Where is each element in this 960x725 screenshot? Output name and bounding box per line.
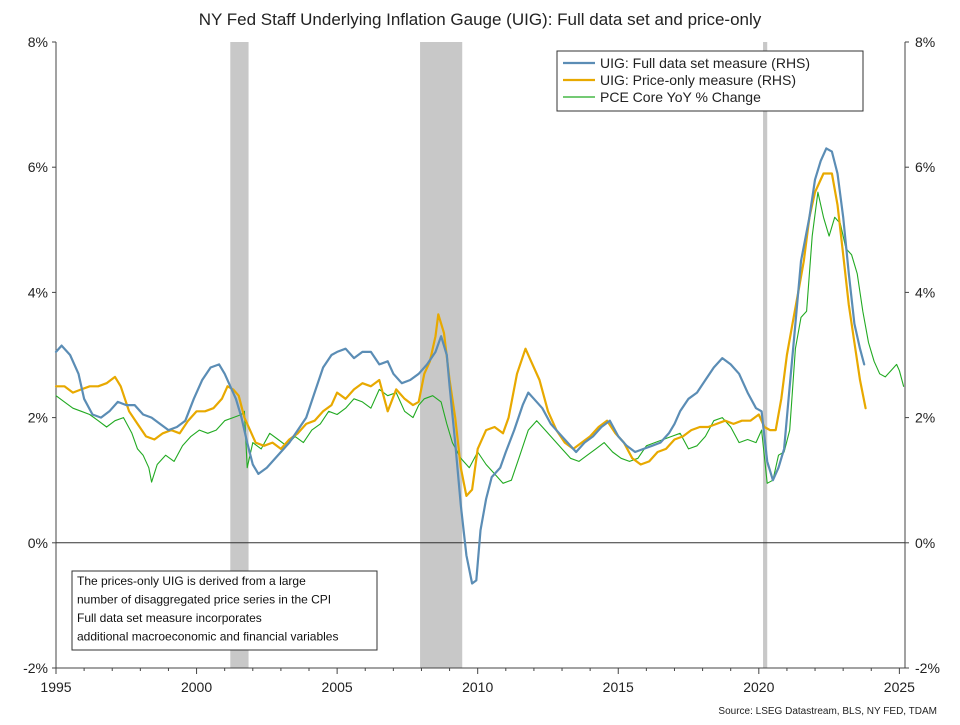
tick-labels: -2% -2% 0% 0% 2% 2% 4% 4% 6% 6% 8% 8% 1995 2000 2005 20… bbox=[23, 34, 940, 695]
annotation-line: The prices-only UIG is derived from a la… bbox=[77, 574, 306, 588]
y-tick-label-right: 4% bbox=[915, 284, 935, 300]
y-tick-label-left: 0% bbox=[28, 535, 48, 551]
legend-entry: PCE Core YoY % Change bbox=[600, 89, 761, 105]
annotation-box: The prices-only UIG is derived from a la… bbox=[71, 570, 378, 651]
legend-box bbox=[556, 50, 864, 112]
legend-entry: UIG: Full data set measure (RHS) bbox=[600, 55, 810, 71]
y-tick-label-left: 4% bbox=[28, 284, 48, 300]
annotation-line: number of disaggregated price series in … bbox=[77, 593, 331, 607]
x-tick-label: 2010 bbox=[462, 679, 493, 695]
y-tick-label-right: 2% bbox=[915, 410, 935, 426]
series-line-uig-price-only bbox=[54, 172, 867, 497]
series-lines bbox=[54, 147, 905, 585]
recession-band bbox=[420, 42, 463, 668]
series-line-pce-core bbox=[55, 191, 905, 484]
x-tick-label: 2020 bbox=[743, 679, 774, 695]
legend-entry: UIG: Price-only measure (RHS) bbox=[600, 72, 796, 88]
recession-bands bbox=[230, 42, 768, 668]
legend: UIG: Full data set measure (RHS)UIG: Pri… bbox=[556, 50, 864, 112]
y-tick-label-right: 0% bbox=[915, 535, 935, 551]
y-tick-label-right: 6% bbox=[915, 159, 935, 175]
x-tick-label: 1995 bbox=[40, 679, 71, 695]
x-tick-label: 2000 bbox=[181, 679, 212, 695]
annotation-line: additional macroeconomic and financial v… bbox=[77, 630, 338, 644]
y-tick-label-left: 8% bbox=[28, 34, 48, 50]
annotation-line: Full data set measure incorporates bbox=[77, 611, 262, 625]
y-tick-label-left: -2% bbox=[23, 660, 48, 676]
y-tick-label-left: 6% bbox=[28, 159, 48, 175]
chart-title: NY Fed Staff Underlying Inflation Gauge … bbox=[199, 10, 762, 29]
x-tick-label: 2015 bbox=[603, 679, 634, 695]
x-tick-label: 2005 bbox=[322, 679, 353, 695]
recession-band bbox=[763, 42, 768, 668]
annotation-border bbox=[71, 570, 378, 651]
series-line-uig-full-data bbox=[54, 147, 866, 585]
y-tick-label-right: 8% bbox=[915, 34, 935, 50]
x-tick-label: 2025 bbox=[884, 679, 915, 695]
source-note: Source: LSEG Datastream, BLS, NY FED, TD… bbox=[718, 706, 937, 717]
y-tick-label-right: -2% bbox=[915, 660, 940, 676]
y-tick-label-left: 2% bbox=[28, 410, 48, 426]
recession-band bbox=[230, 42, 249, 668]
